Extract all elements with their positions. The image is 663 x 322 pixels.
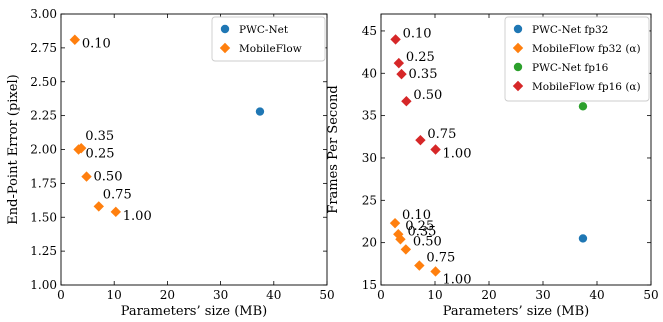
legend-entry: PWC-Net fp16	[532, 62, 609, 74]
x-axis-label: Parameters’ size (MB)	[121, 304, 267, 319]
legend-entry: MobileFlow fp32 (α)	[532, 43, 641, 55]
x-tick-label: 0	[377, 288, 385, 302]
legend-entry: PWC-Net fp32	[532, 24, 608, 36]
point-annotation: 0.75	[427, 127, 456, 142]
data-point	[396, 68, 407, 80]
series-4: 0.10 0.25 0.35 0.50 0.75 1.00	[390, 26, 472, 162]
point-annotation: 0.50	[413, 234, 442, 249]
legend-box	[211, 16, 326, 62]
point-annotation: 0.25	[406, 50, 435, 65]
point-annotation: 0.75	[103, 187, 132, 202]
x-tick-label: 50	[319, 288, 334, 302]
data-point	[390, 34, 401, 45]
legend-box	[504, 16, 650, 102]
y-tick-label: 2.00	[30, 143, 57, 157]
legend: PWC-Net fp32 MobileFlow fp32 (α) PWC-Net f…	[504, 16, 650, 102]
data-point	[400, 244, 412, 255]
data-point	[414, 260, 425, 271]
point-annotation: 0.35	[407, 224, 436, 239]
legend-marker	[220, 24, 230, 34]
data-point	[415, 134, 426, 146]
data-point	[255, 107, 265, 116]
data-point	[393, 228, 404, 240]
data-point	[393, 57, 405, 69]
point-annotation: 0.10	[402, 208, 431, 223]
x-tick-label: 50	[643, 288, 658, 302]
y-tick-label: 30	[362, 151, 377, 165]
series-1	[578, 234, 588, 243]
y-axis-label: Frames Per Second	[326, 85, 341, 213]
data-point	[69, 34, 81, 45]
series-1	[255, 107, 265, 116]
y-tick-label: 25	[362, 193, 377, 207]
legend-marker	[513, 62, 523, 72]
y-tick-label: 1.00	[30, 278, 57, 292]
series-2: 0.100.250.350.50 0.75 1.00	[389, 208, 472, 287]
point-annotation: 1.00	[443, 272, 472, 287]
y-tick-label: 15	[362, 278, 377, 292]
y-axis-label: End-Point Error (pixel)	[6, 74, 21, 224]
x-tick-label: 40	[266, 288, 281, 302]
series-3	[578, 102, 588, 111]
legend-entry: MobileFlow	[239, 43, 302, 55]
legend-marker	[512, 42, 524, 54]
x-tick-label: 40	[589, 288, 604, 302]
point-annotation: 0.10	[82, 37, 111, 52]
y-tick-label: 1.75	[30, 176, 57, 190]
point-annotation: 0.75	[426, 251, 455, 266]
data-point	[76, 142, 87, 154]
data-point	[578, 102, 588, 111]
data-point	[578, 234, 588, 243]
x-tick-label: 20	[481, 288, 496, 302]
x-tick-label: 30	[535, 288, 550, 302]
data-point	[401, 96, 412, 107]
data-point	[430, 144, 441, 155]
data-point	[93, 201, 104, 212]
point-annotation: 0.25	[86, 147, 115, 162]
legend-entry: PWC-Net	[239, 24, 289, 36]
x-tick-label: 20	[160, 288, 175, 302]
y-tick-label: 40	[362, 66, 377, 80]
y-tick-label: 1.25	[30, 244, 57, 258]
point-annotation: 0.35	[409, 67, 438, 82]
legend-marker	[219, 42, 231, 54]
point-annotation: 0.25	[405, 219, 434, 234]
point-annotation: 0.35	[85, 129, 114, 144]
point-annotation: 0.10	[403, 26, 432, 41]
point-annotation: 0.50	[413, 88, 442, 103]
y-tick-label: 2.50	[30, 75, 57, 89]
data-point	[430, 266, 441, 277]
legend-entry: MobileFlow fp16 (α)	[532, 81, 641, 93]
x-axis-label: Parameters’ size (MB)	[443, 304, 589, 319]
chart-panel-1: 0 10 20 30 40 50 1.00 1.25 1.50 1.75 2.00 2.25 2.50 2…	[6, 7, 335, 319]
data-point	[110, 206, 121, 218]
y-tick-label: 2.25	[30, 109, 57, 123]
chart-panel-2: 0 10 20 30 40 50 15 20 25 30 35 40 45 Parameters’ siz…	[326, 13, 659, 319]
x-tick-label: 0	[57, 288, 65, 302]
x-tick-label: 10	[107, 288, 122, 302]
point-annotation: 1.00	[443, 147, 472, 162]
plot-frame	[380, 13, 652, 286]
y-tick-label: 35	[362, 109, 377, 123]
data-point	[81, 171, 92, 182]
series-2: 0.10 0.25 0.35 0.50 0.75 1.00	[69, 34, 152, 224]
data-point	[395, 234, 406, 245]
y-tick-label: 2.75	[30, 41, 57, 55]
y-tick-label: 1.50	[30, 210, 57, 224]
y-tick-label: 45	[362, 24, 377, 38]
x-tick-label: 30	[213, 288, 228, 302]
point-annotation: 1.00	[123, 209, 152, 224]
point-annotation: 0.50	[94, 170, 123, 185]
legend-marker	[513, 24, 523, 34]
legend: PWC-Net MobileFlow	[211, 16, 326, 62]
data-point	[389, 217, 401, 229]
y-tick-label: 3.00	[30, 7, 57, 21]
legend-marker	[512, 80, 524, 92]
x-tick-label: 10	[427, 288, 442, 302]
y-tick-label: 20	[362, 236, 377, 250]
